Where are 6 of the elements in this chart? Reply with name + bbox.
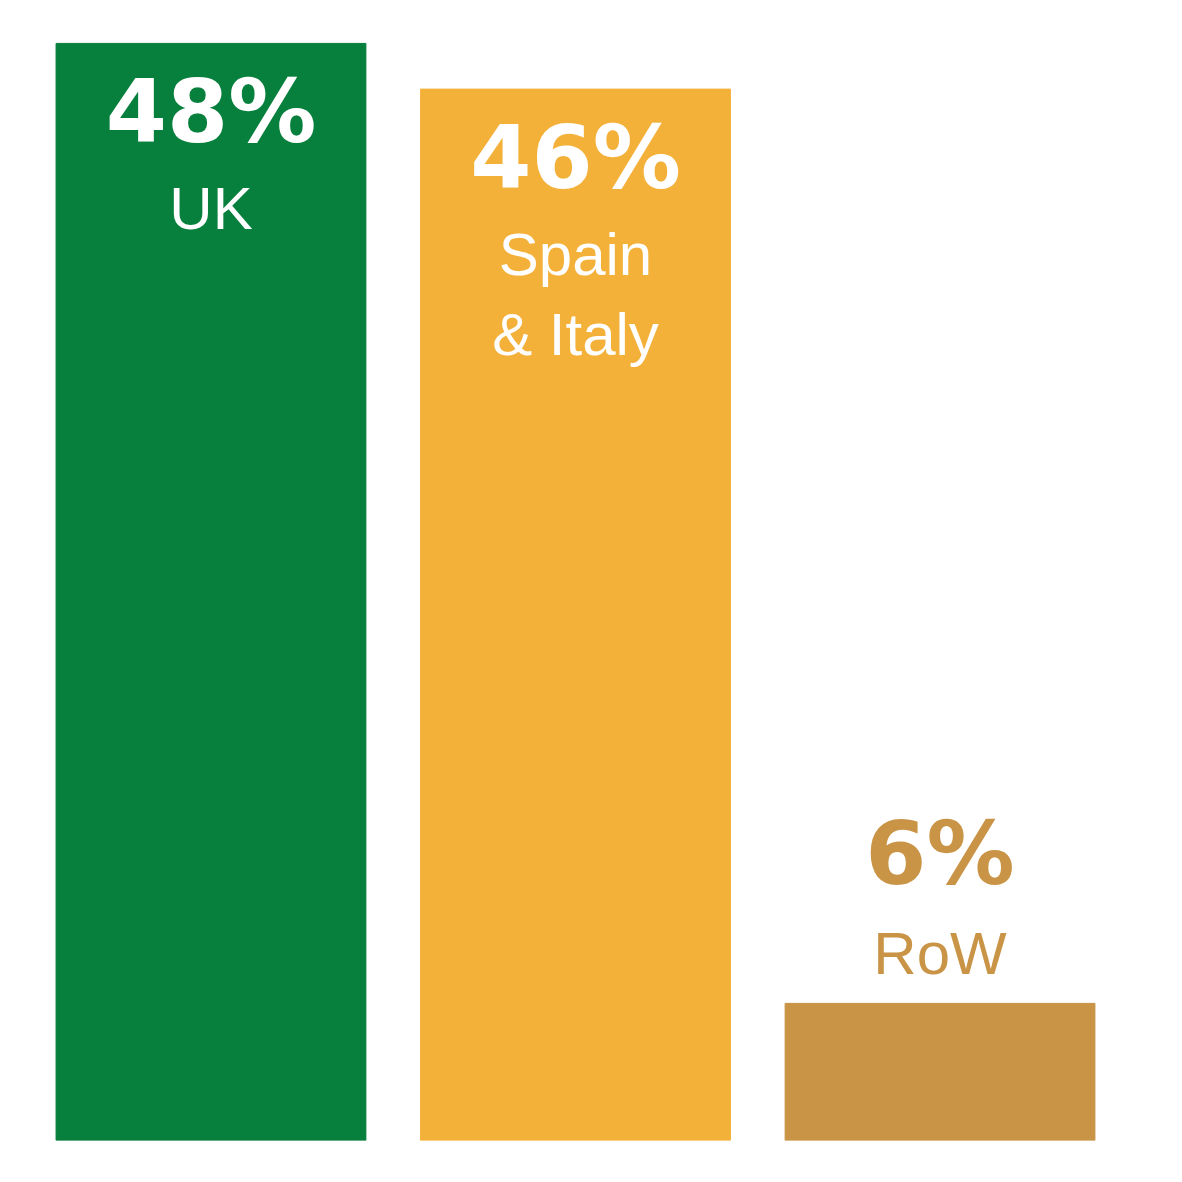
x-tick-label: Spain & Italy [492, 220, 659, 369]
x-tick-label: RoW [873, 919, 1008, 987]
data-label: 46% [470, 105, 681, 209]
data-label: 6% [865, 801, 1015, 905]
x-tick-label: UK [169, 175, 253, 243]
data-label: 48% [105, 59, 317, 163]
